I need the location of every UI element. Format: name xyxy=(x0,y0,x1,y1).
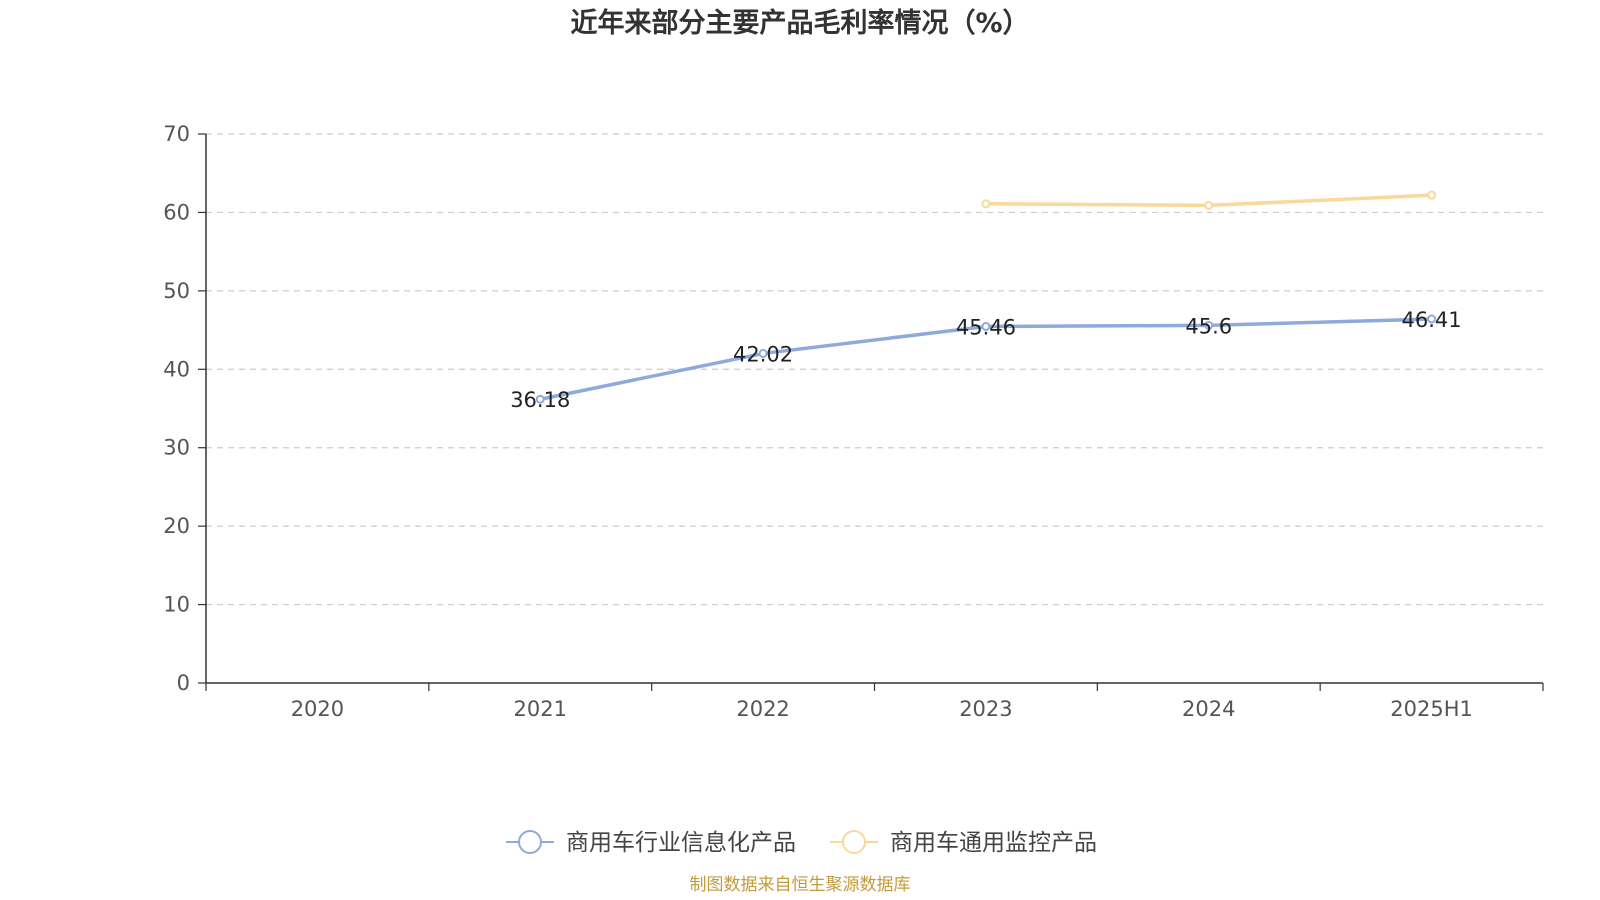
x-tick-label: 2025H1 xyxy=(1390,697,1473,721)
x-axis-ticks: 2020 2021 2022 2023 2024 2025H1 xyxy=(205,683,1544,721)
y-tick-label: 50 xyxy=(163,279,190,303)
data-point[interactable] xyxy=(981,199,991,209)
data-point[interactable] xyxy=(1204,200,1214,210)
series-group: 36.18 42.02 45.46 45.6 46.41 xyxy=(510,190,1462,412)
legend-item-2[interactable]: 商用车通用监控产品 xyxy=(830,830,1097,856)
legend[interactable]: 商用车行业信息化产品 商用车通用监控产品 xyxy=(506,830,1097,856)
y-tick-label: 20 xyxy=(163,514,190,538)
y-tick-label: 10 xyxy=(163,593,190,617)
x-tick-label: 2024 xyxy=(1182,697,1235,721)
chart-title: 近年来部分主要产品毛利率情况（%） xyxy=(570,7,1029,39)
source-note: 制图数据来自恒生聚源数据库 xyxy=(690,875,911,895)
data-label: 45.46 xyxy=(956,315,1016,339)
legend-label: 商用车通用监控产品 xyxy=(890,830,1097,856)
data-point[interactable] xyxy=(1204,320,1214,330)
data-point[interactable] xyxy=(1427,314,1437,324)
legend-marker xyxy=(842,830,866,854)
y-axis-ticks: 0 10 20 30 40 50 60 70 xyxy=(163,122,206,695)
legend-marker xyxy=(518,830,542,854)
data-point[interactable] xyxy=(1427,190,1437,200)
y-tick-label: 70 xyxy=(163,122,190,146)
data-label: 45.6 xyxy=(1185,314,1232,338)
data-label: 46.41 xyxy=(1402,308,1462,332)
legend-label: 商用车行业信息化产品 xyxy=(566,830,796,856)
data-point[interactable] xyxy=(535,394,545,404)
axes xyxy=(205,134,1543,684)
data-point[interactable] xyxy=(981,321,991,331)
y-tick-label: 60 xyxy=(163,200,190,224)
series-1: 36.18 42.02 45.46 45.6 46.41 xyxy=(510,308,1461,412)
legend-item-1[interactable]: 商用车行业信息化产品 xyxy=(506,830,796,856)
x-tick-label: 2023 xyxy=(959,697,1012,721)
data-label: 42.02 xyxy=(733,342,793,366)
grid-lines xyxy=(206,133,1543,606)
data-point[interactable] xyxy=(758,348,768,358)
y-tick-label: 0 xyxy=(177,671,190,695)
x-tick-label: 2021 xyxy=(514,697,567,721)
y-tick-label: 40 xyxy=(163,357,190,381)
x-tick-label: 2022 xyxy=(736,697,789,721)
x-tick-label: 2020 xyxy=(291,697,344,721)
series-2 xyxy=(981,190,1437,210)
y-tick-label: 30 xyxy=(163,436,190,460)
data-label: 36.18 xyxy=(510,388,570,412)
